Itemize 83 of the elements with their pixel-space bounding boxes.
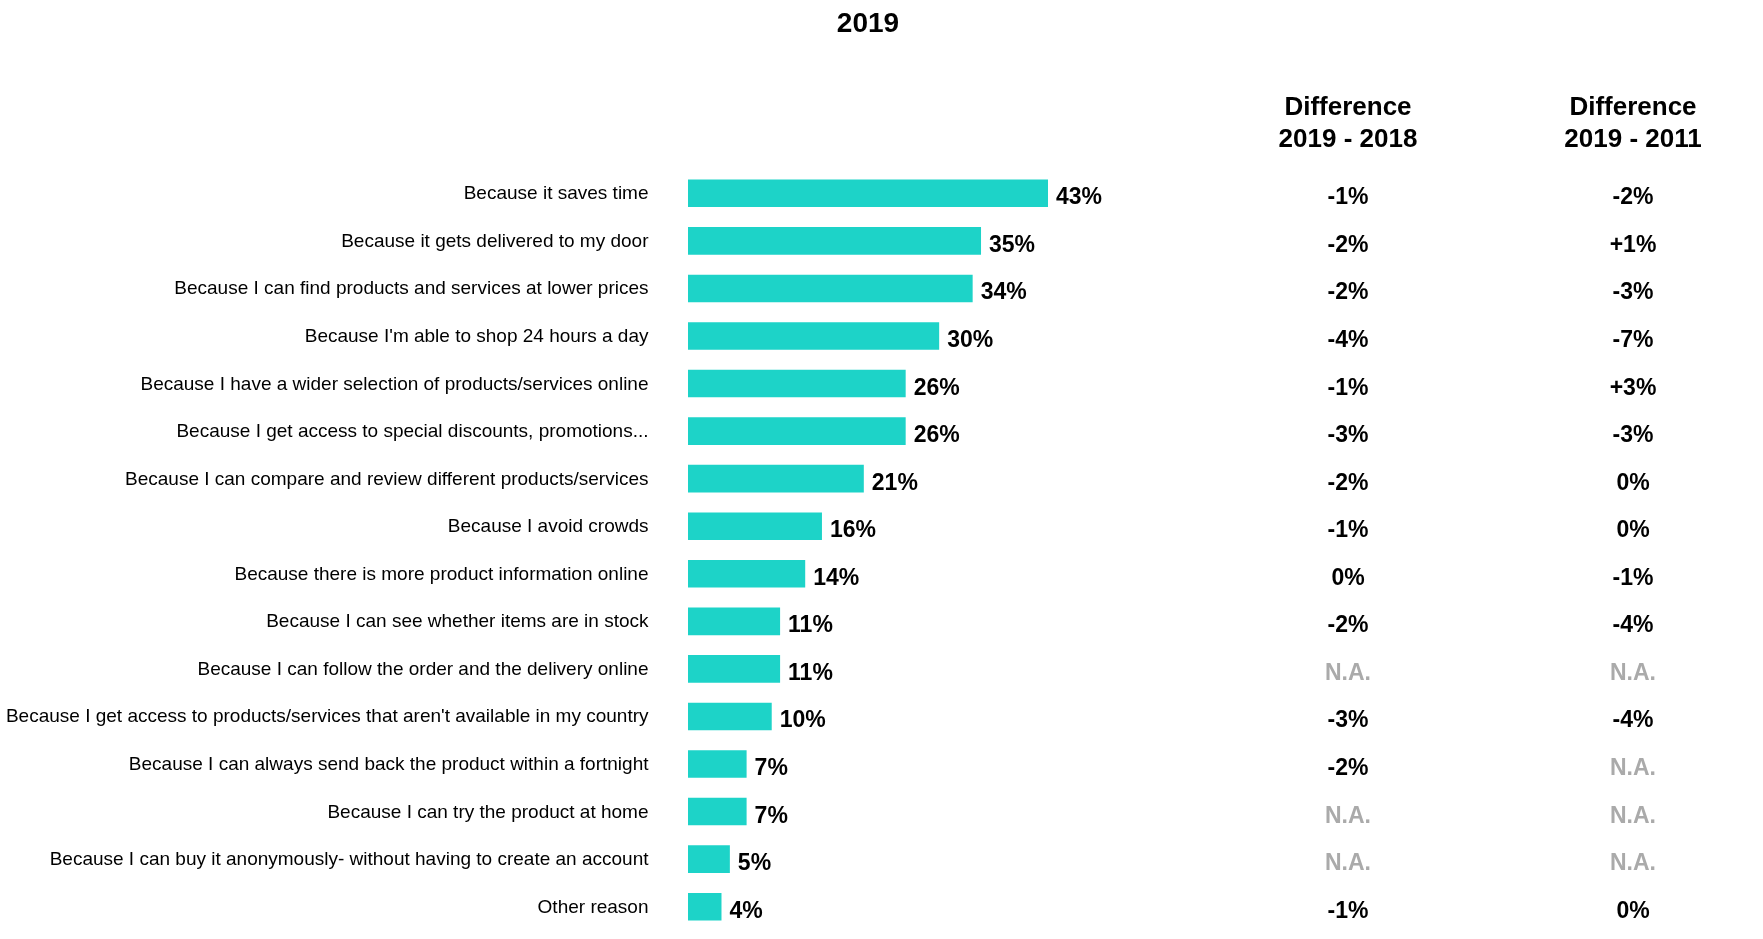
text: -3%	[1327, 706, 1369, 733]
text: 0%	[1616, 468, 1650, 495]
text: N.A.	[1610, 754, 1656, 781]
bar	[688, 702, 772, 731]
text: -4%	[1612, 611, 1654, 638]
text: -2%	[1327, 230, 1369, 257]
data-label: 30%	[947, 325, 994, 352]
y-tick-label: Because I can compare and review different products/services	[125, 467, 649, 489]
bar	[688, 559, 806, 588]
bar	[688, 274, 973, 303]
text: -1%	[1327, 896, 1369, 923]
data-label: 26%	[913, 421, 960, 448]
text: -7%	[1612, 325, 1654, 352]
text: +1%	[1609, 230, 1657, 257]
data-label: 7%	[754, 754, 788, 781]
text: -4%	[1612, 706, 1654, 733]
y-tick-label: Because there is more product information online	[234, 562, 649, 584]
data-label: 26%	[913, 373, 960, 400]
bar	[688, 750, 747, 778]
data-label: 35%	[989, 230, 1036, 257]
y-tick-label: Because I can buy it anonymously- without having to create an account	[49, 848, 650, 870]
text: -2%	[1327, 468, 1369, 495]
data-label: 7%	[754, 801, 788, 828]
text: -1%	[1327, 373, 1369, 400]
data-label: 43%	[1056, 183, 1103, 210]
data-label: 16%	[829, 516, 876, 543]
text: 0%	[1331, 563, 1365, 590]
y-tick-label: Because I can see whether items are in stock	[266, 610, 649, 632]
data-label: 14%	[813, 563, 860, 590]
y-tick-label: Because I get access to products/services that aren't available in my country	[5, 705, 649, 727]
text: N.A.	[1610, 658, 1656, 685]
text: N.A.	[1610, 849, 1656, 876]
text: -1%	[1612, 563, 1654, 590]
text: -3%	[1327, 421, 1369, 448]
y-tick-label: Because I get access to special discounts, promotions...	[176, 420, 649, 442]
text: -2%	[1612, 183, 1654, 210]
bar	[688, 227, 982, 255]
text: -1%	[1327, 516, 1369, 543]
bar	[688, 607, 781, 636]
y-tick-label: Because I can always send back the product within a fortnight	[128, 753, 650, 775]
text: 0%	[1616, 516, 1650, 543]
bar	[688, 512, 822, 541]
text: -2%	[1327, 278, 1369, 305]
text: 0%	[1616, 896, 1650, 923]
text: Difference 2019 - 2018	[1278, 91, 1418, 153]
text: N.A.	[1325, 849, 1371, 876]
y-tick-label: Because I have a wider selection of products/services online	[140, 372, 649, 394]
bar	[688, 892, 722, 921]
chart-title: 2019	[836, 7, 900, 38]
y-tick-label: Because I can try the product at home	[327, 800, 649, 822]
text: -4%	[1327, 325, 1369, 352]
text: -1%	[1327, 183, 1369, 210]
y-tick-label: Other reason	[537, 895, 649, 917]
bar	[688, 845, 730, 873]
y-tick-label: Because I'm able to shop 24 hours a day	[304, 324, 649, 346]
text: N.A.	[1325, 658, 1371, 685]
text: Difference 2019 - 2011	[1564, 91, 1702, 153]
text: -3%	[1612, 278, 1654, 305]
text: N.A.	[1325, 801, 1371, 828]
y-tick-label: Because I can follow the order and the delivery online	[197, 657, 649, 679]
bar	[688, 322, 940, 350]
y-tick-label: Because it gets delivered to my door	[341, 229, 650, 251]
data-label: 34%	[980, 278, 1027, 305]
text: -3%	[1612, 421, 1654, 448]
y-tick-label: Because I avoid crowds	[447, 515, 649, 537]
text: -2%	[1327, 611, 1369, 638]
data-label: 10%	[779, 706, 826, 733]
bar	[688, 417, 906, 445]
data-label: 4%	[729, 896, 763, 923]
bar	[688, 464, 864, 493]
data-label: 5%	[737, 849, 772, 876]
text: +3%	[1609, 373, 1657, 400]
data-label: 11%	[788, 658, 833, 685]
y-tick-label: Because it saves time	[463, 182, 649, 204]
y-tick-label: Because I can find products and services at lower prices	[174, 277, 649, 299]
data-label: 21%	[871, 468, 918, 495]
bar	[688, 797, 747, 826]
text: -2%	[1327, 754, 1369, 781]
data-label: 11%	[788, 611, 833, 638]
text: N.A.	[1610, 801, 1656, 828]
bar	[688, 179, 1048, 208]
bar	[688, 655, 781, 683]
bar	[688, 369, 906, 398]
